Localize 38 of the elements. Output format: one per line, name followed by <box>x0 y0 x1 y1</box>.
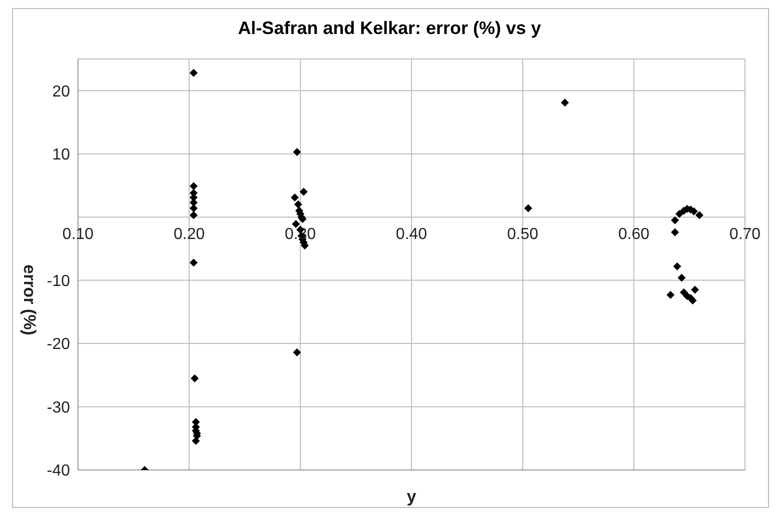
point <box>666 290 675 299</box>
point <box>670 216 679 224</box>
point <box>190 258 198 267</box>
point <box>678 274 686 282</box>
x-tick-label: 0.50 <box>507 226 538 244</box>
point <box>190 204 198 212</box>
y-tick-label: -30 <box>46 399 70 416</box>
x-axis-title: y <box>406 487 417 506</box>
y-axis-title: error (%) <box>20 264 39 336</box>
y-tick-label: 10 <box>52 146 70 164</box>
point <box>293 148 301 156</box>
y-tick-label: 20 <box>52 83 70 100</box>
point <box>560 98 569 107</box>
chart-title: Al-Safran and Kelkar: error (%) vs y <box>236 18 542 39</box>
x-tick-label: 0.20 <box>174 226 205 244</box>
y-tick-label: -40 <box>46 462 70 480</box>
x-tick-label: 0.10 <box>62 226 94 244</box>
point <box>293 348 301 356</box>
point <box>670 228 679 236</box>
y-tick-label: -10 <box>46 272 70 290</box>
x-tick-label: 0.70 <box>729 226 761 244</box>
point <box>675 210 684 218</box>
point <box>190 211 198 220</box>
point <box>690 286 699 294</box>
point <box>190 68 198 77</box>
x-tick-label: 0.40 <box>396 226 428 244</box>
point <box>294 200 302 208</box>
point <box>688 296 697 305</box>
point <box>300 188 308 196</box>
point <box>190 374 199 382</box>
x-tick-label: 0.60 <box>618 226 650 244</box>
point <box>695 211 704 220</box>
point <box>524 204 532 212</box>
point <box>673 262 682 270</box>
point <box>290 193 299 202</box>
point <box>192 436 200 445</box>
y-tick-label: -20 <box>46 336 70 354</box>
point <box>190 182 198 190</box>
